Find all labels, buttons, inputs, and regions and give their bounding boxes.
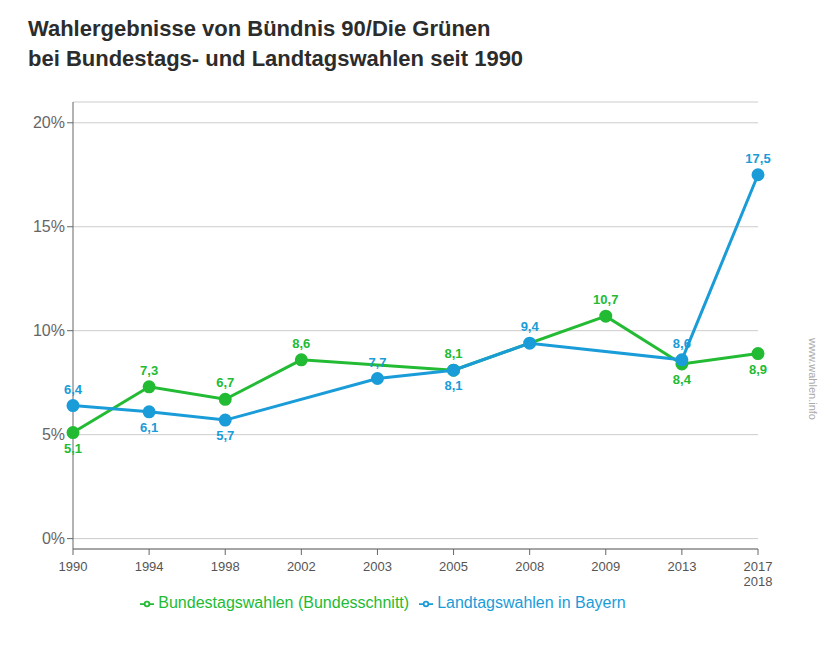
svg-text:8,4: 8,4 — [673, 372, 692, 387]
svg-text:6,4: 6,4 — [64, 382, 83, 397]
svg-text:8,6: 8,6 — [292, 336, 310, 351]
svg-text:7,3: 7,3 — [140, 363, 158, 378]
svg-text:8,9: 8,9 — [749, 362, 767, 377]
svg-text:8,1: 8,1 — [445, 378, 463, 393]
svg-text:1998: 1998 — [211, 559, 240, 574]
svg-text:5,7: 5,7 — [216, 428, 234, 443]
svg-text:2002: 2002 — [287, 559, 316, 574]
svg-text:2009: 2009 — [591, 559, 620, 574]
svg-text:6,1: 6,1 — [140, 420, 158, 435]
svg-text:7,7: 7,7 — [368, 355, 386, 370]
html-text:www.wahlen.info: www.wahlen.info — [807, 338, 819, 420]
svg-text:10,7: 10,7 — [593, 292, 618, 307]
html-text:Wahlergebnisse von Bündnis 90/: Wahlergebnisse von Bündnis 90/Die Grünen — [28, 16, 491, 41]
svg-text:2008: 2008 — [515, 559, 544, 574]
svg-text:1990: 1990 — [59, 559, 88, 574]
svg-text:5%: 5% — [42, 426, 65, 443]
svg-text:8,6: 8,6 — [673, 336, 691, 351]
svg-text:20%: 20% — [33, 114, 65, 131]
svg-text:5,1: 5,1 — [64, 441, 82, 456]
svg-text:10%: 10% — [33, 322, 65, 339]
html-text:Landtagswahlen in Bayern: Landtagswahlen in Bayern — [437, 594, 626, 611]
svg-text:8,1: 8,1 — [445, 346, 463, 361]
svg-text:6,7: 6,7 — [216, 375, 234, 390]
html-text:Bundestagswahlen (Bundesschnit: Bundestagswahlen (Bundesschnitt) — [158, 594, 410, 611]
svg-text:2005: 2005 — [439, 559, 468, 574]
svg-text:2013: 2013 — [667, 559, 696, 574]
html-text:bei Bundestags- und Landtagswa: bei Bundestags- und Landtagswahlen seit … — [28, 46, 524, 71]
svg-text:9,4: 9,4 — [521, 319, 540, 334]
svg-text:15%: 15% — [33, 218, 65, 235]
svg-text:20172018: 20172018 — [744, 559, 773, 589]
svg-text:1994: 1994 — [135, 559, 164, 574]
svg-text:17,5: 17,5 — [745, 151, 770, 166]
svg-text:2003: 2003 — [363, 559, 392, 574]
svg-text:0%: 0% — [42, 530, 65, 547]
